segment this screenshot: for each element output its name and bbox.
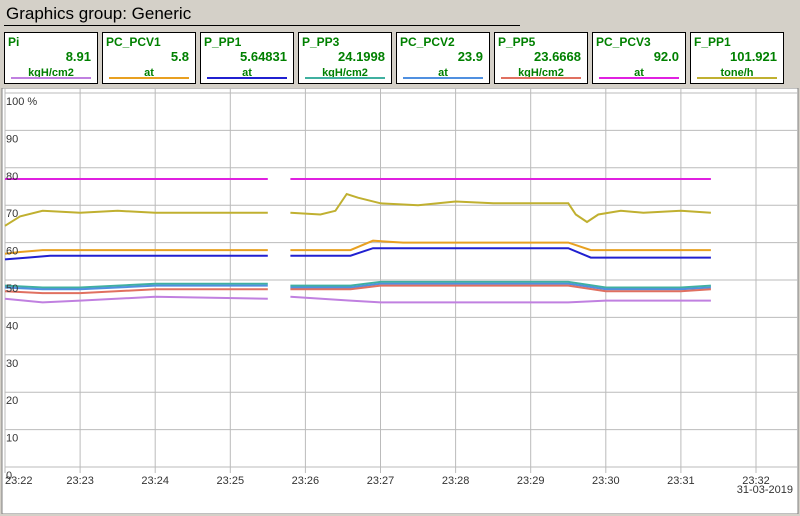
x-tick-label: 23:28: [442, 475, 470, 487]
y-tick-label: 70: [6, 208, 18, 220]
window-title: Graphics group: Generic: [6, 4, 192, 23]
series-segment: [4, 295, 268, 304]
tag-color-swatch: [501, 77, 581, 79]
series-line: [4, 239, 711, 255]
tag-name: Pi: [8, 35, 20, 49]
y-tick-label: 100 %: [6, 96, 37, 108]
tag-color-swatch: [305, 77, 385, 79]
series-segment: [4, 254, 268, 261]
x-tick-label: 23:25: [217, 475, 245, 487]
tag-unit: at: [242, 67, 252, 79]
tag-tile-p-pp5[interactable]: P_PP5 23.6668 kgH/cm2: [494, 32, 588, 84]
series-segment: [290, 239, 711, 252]
tag-value: 8.91: [65, 49, 91, 64]
chart-series: [4, 178, 711, 304]
series-segment: [4, 209, 268, 227]
y-tick-label: 50: [6, 283, 18, 295]
tag-value: 23.6668: [534, 49, 581, 64]
tag-color-swatch: [697, 77, 777, 79]
y-tick-label: 80: [6, 171, 18, 183]
tag-value: 24.1998: [338, 49, 385, 64]
tag-tile-f-pp1[interactable]: F_PP1 101.921 tone/h: [690, 32, 784, 84]
series-segment: [4, 284, 268, 291]
tag-tile-pi[interactable]: Pi 8.91 kgH/cm2: [4, 32, 98, 84]
tag-unit: kgH/cm2: [322, 67, 368, 79]
x-tick-label: 23:32: [742, 475, 770, 487]
series-line: [4, 247, 711, 261]
y-tick-label: 10: [6, 433, 18, 445]
tag-name: P_PP1: [204, 35, 242, 49]
series-line: [4, 295, 711, 304]
tag-name: F_PP1: [694, 35, 731, 49]
title-bar: Graphics group: Generic: [0, 0, 800, 30]
series-line: [4, 282, 711, 291]
tag-tile-p-pp1[interactable]: P_PP1 5.64831 at: [200, 32, 294, 84]
series-line: [4, 192, 711, 227]
tag-color-swatch: [109, 77, 189, 79]
series-segment: [4, 288, 268, 295]
y-tick-label: 60: [6, 246, 18, 258]
tag-color-swatch: [11, 77, 91, 79]
series-segment: [4, 249, 268, 255]
x-tick-label: 23:26: [292, 475, 320, 487]
y-axis-labels: 100 % 90 80 70 60 50 40 30 20 10 0: [6, 96, 37, 482]
x-tick-label: 23:30: [592, 475, 620, 487]
tag-unit: kgH/cm2: [28, 67, 74, 79]
tag-name: PC_PCV1: [106, 35, 161, 49]
tag-color-swatch: [599, 77, 679, 79]
tag-name: P_PP5: [498, 35, 536, 49]
tag-color-swatch: [207, 77, 287, 79]
series-line: [4, 284, 711, 295]
trend-chart[interactable]: 100 % 90 80 70 60 50 40 30 20 10 0 23:22 23:23 23:24…: [0, 88, 800, 514]
tag-value: 92.0: [653, 49, 679, 64]
tag-unit: at: [634, 67, 644, 79]
tag-unit: at: [144, 67, 154, 79]
series-segment: [4, 282, 268, 289]
series-segment: [290, 284, 711, 293]
tag-unit: kgH/cm2: [518, 67, 564, 79]
x-tick-label: 23:22: [5, 475, 33, 487]
tag-tile-pc-pcv1[interactable]: PC_PCV1 5.8 at: [102, 32, 196, 84]
tag-unit: tone/h: [720, 67, 754, 79]
y-tick-label: 0: [6, 470, 12, 482]
series-segment: [290, 192, 711, 224]
tag-value: 101.921: [730, 49, 777, 64]
x-tick-label: 23:31: [667, 475, 695, 487]
tag-tile-pc-pcv3[interactable]: PC_PCV3 92.0 at: [592, 32, 686, 84]
x-axis-labels: 23:22 23:23 23:24 23:25 23:26 23:27 23:28 23:29…: [5, 475, 770, 487]
y-tick-label: 20: [6, 395, 18, 407]
tag-name: PC_PCV2: [400, 35, 455, 49]
y-tick-label: 40: [6, 320, 18, 332]
tag-unit: at: [438, 67, 448, 79]
tag-value: 23.9: [457, 49, 483, 64]
x-tick-label: 23:29: [517, 475, 545, 487]
tag-value: 5.8: [170, 49, 189, 64]
tag-color-swatch: [403, 77, 483, 79]
chart-grid: [4, 88, 798, 473]
y-tick-label: 30: [6, 358, 18, 370]
series-line: [4, 280, 711, 289]
tag-tile-pc-pcv2[interactable]: PC_PCV2 23.9 at: [396, 32, 490, 84]
series-segment: [290, 280, 711, 289]
x-tick-label: 23:23: [66, 475, 94, 487]
tag-name: PC_PCV3: [596, 35, 651, 49]
tag-tiles: Pi 8.91 kgH/cm2 PC_PCV1 5.8 at P_PP1 5.6…: [0, 32, 800, 86]
tag-value: 5.64831: [240, 49, 287, 64]
tag-tile-p-pp3[interactable]: P_PP3 24.1998 kgH/cm2: [298, 32, 392, 84]
y-tick-label: 90: [6, 133, 18, 145]
series-segment: [290, 282, 711, 291]
x-tick-label: 23:27: [367, 475, 395, 487]
series-segment: [290, 247, 711, 259]
series-segment: [290, 295, 711, 304]
tag-name: P_PP3: [302, 35, 340, 49]
title-underline: [4, 25, 520, 26]
x-tick-label: 23:24: [141, 475, 169, 487]
date-label: 31-03-2019: [737, 484, 793, 496]
